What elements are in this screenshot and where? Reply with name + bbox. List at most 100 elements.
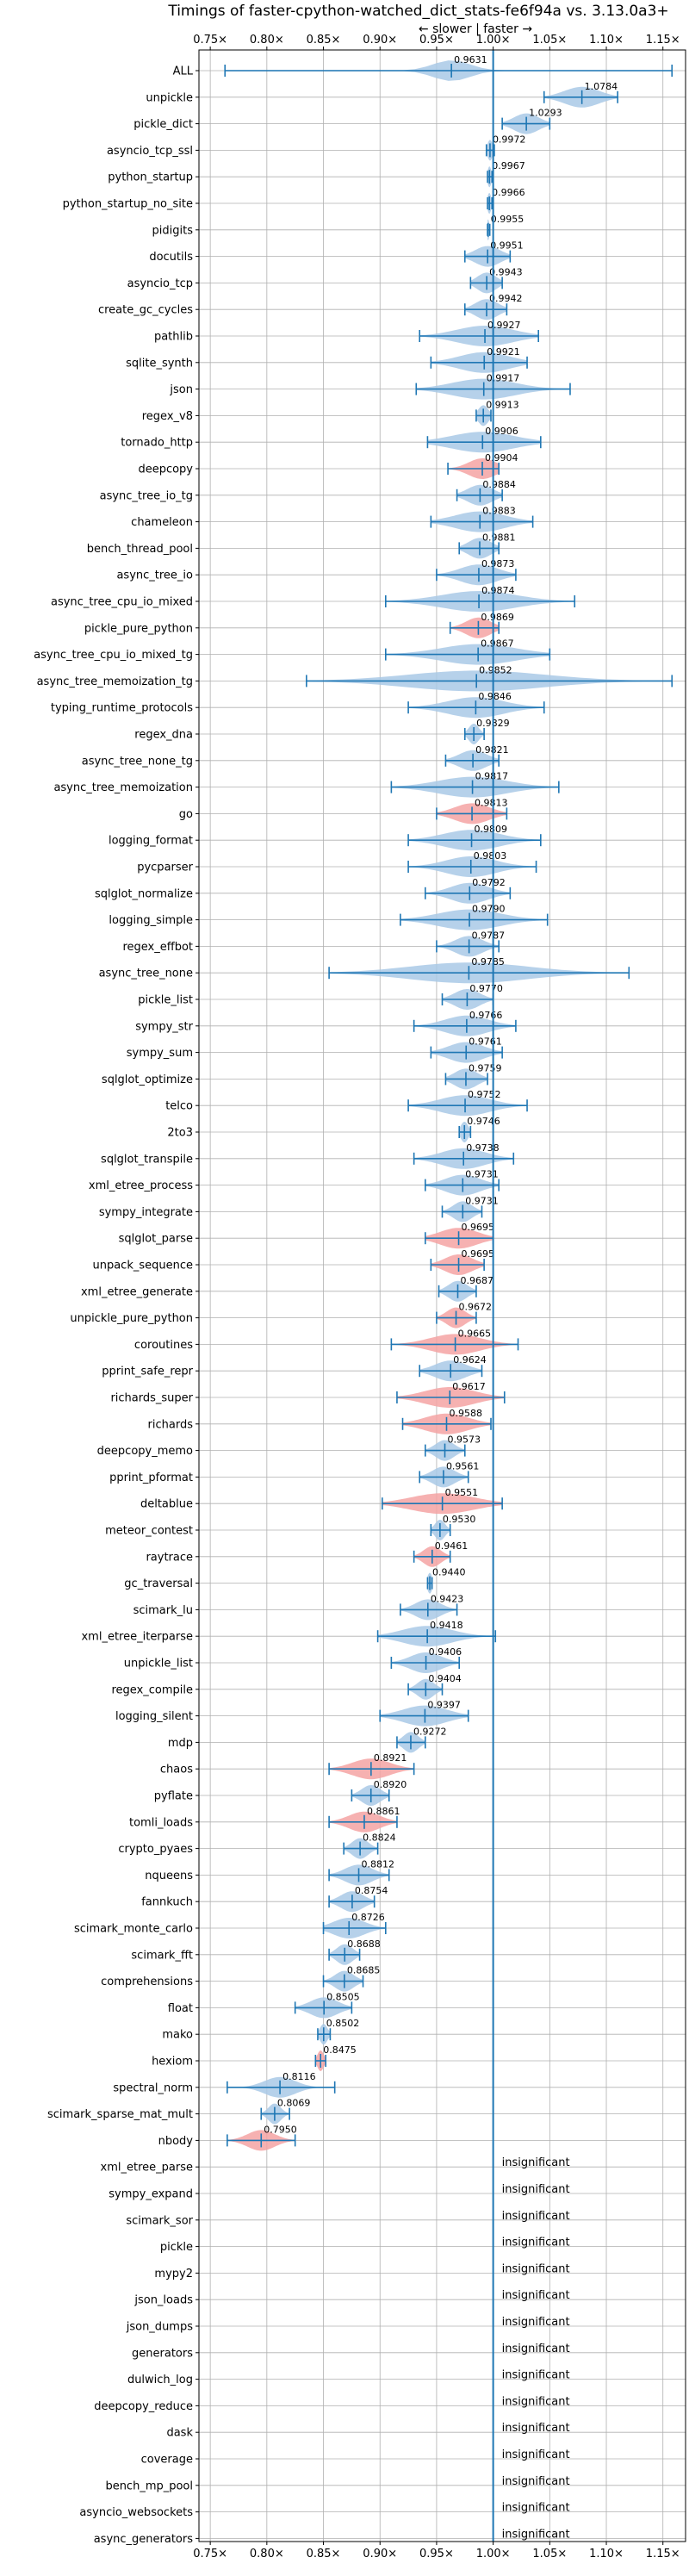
- benchmark-row: hexiom 0.8475: [152, 2044, 686, 2071]
- benchmark-row: mdp 0.9272: [168, 1726, 686, 1753]
- value-label: 0.9766: [469, 1010, 503, 1021]
- benchmark-row: asyncio_tcp_ssl 0.9972: [107, 134, 686, 161]
- value-label: 0.9631: [454, 54, 487, 65]
- benchmark-row: deepcopy_memo 0.9573: [97, 1434, 686, 1461]
- benchmark-row: async_tree_cpu_io_mixed_tg 0.9867: [34, 638, 686, 665]
- benchmark-name: asyncio_websockets: [79, 2506, 193, 2519]
- benchmark-name: pidigits: [152, 224, 194, 237]
- benchmark-row: scimark_sor insignificant: [126, 2210, 686, 2227]
- benchmark-row: sqlglot_normalize 0.9792: [95, 877, 686, 904]
- value-label: 0.9404: [428, 1673, 462, 1684]
- benchmark-name: xml_etree_parse: [101, 2162, 193, 2175]
- benchmark-name: coverage: [141, 2454, 193, 2467]
- benchmark-name: pathlib: [154, 331, 193, 344]
- benchmark-row: scimark_monte_carlo 0.8726: [74, 1912, 686, 1938]
- benchmark-row: logging_simple 0.9790: [109, 904, 686, 930]
- insignificant-label: insignificant: [502, 2316, 570, 2329]
- benchmark-row: async_generators insignificant: [94, 2528, 686, 2546]
- benchmark-name: sympy_sum: [127, 1047, 193, 1060]
- value-label: 0.9738: [466, 1142, 500, 1154]
- benchmark-row: chaos 0.8921: [160, 1752, 686, 1780]
- benchmark-row: go 0.9813: [179, 797, 686, 824]
- benchmark-name: unpack_sequence: [92, 1260, 193, 1272]
- benchmark-row: fannkuch 0.8754: [141, 1885, 686, 1913]
- benchmark-name: coroutines: [134, 1339, 193, 1352]
- benchmark-row: create_gc_cycles 0.9942: [98, 293, 686, 320]
- benchmark-row: coverage insignificant: [141, 2448, 686, 2467]
- benchmark-name: crypto_pyaes: [118, 1843, 193, 1856]
- insignificant-label: insignificant: [502, 2156, 570, 2169]
- value-label: 0.9967: [492, 160, 525, 171]
- benchmark-name: json_dumps: [126, 2321, 193, 2334]
- value-label: 0.9917: [487, 373, 520, 384]
- benchmark-name: python_startup: [108, 171, 193, 184]
- value-label: 0.9883: [482, 506, 516, 517]
- value-label: 0.9665: [458, 1328, 492, 1339]
- bottom-tick-label: 1.15×: [646, 2548, 680, 2560]
- insignificant-label: insignificant: [502, 2502, 570, 2515]
- value-label: 0.8502: [326, 2018, 360, 2029]
- benchmark-name: regex_effbot: [122, 941, 193, 954]
- value-label: 0.8116: [282, 2071, 316, 2082]
- benchmark-name: mypy2: [154, 2268, 193, 2280]
- benchmark-name: pickle_pure_python: [84, 622, 193, 635]
- value-label: 0.8861: [367, 1806, 400, 1817]
- benchmark-name: sympy_str: [135, 1020, 193, 1033]
- benchmark-name: sympy_expand: [109, 2188, 193, 2201]
- value-label: 0.9852: [479, 664, 512, 675]
- bottom-tick-label: 0.80×: [250, 2548, 284, 2560]
- benchmark-row: unpickle_list 0.9406: [124, 1646, 686, 1673]
- benchmark-name: deepcopy: [138, 464, 193, 476]
- benchmark-name: async_tree_io_tg: [100, 489, 193, 502]
- benchmark-name: fannkuch: [141, 1896, 193, 1909]
- benchmark-row: scimark_fft 0.8688: [131, 1938, 686, 1965]
- benchmark-name: scimark_sparse_mat_mult: [47, 2108, 193, 2121]
- benchmark-name: sqlglot_normalize: [95, 887, 193, 900]
- value-label: 0.9873: [481, 558, 515, 569]
- benchmark-row: pickle_dict 1.0293: [133, 108, 686, 134]
- benchmark-name: create_gc_cycles: [98, 304, 193, 317]
- benchmark-name: meteor_contest: [105, 1525, 193, 1538]
- benchmark-row: generators insignificant: [132, 2343, 686, 2360]
- benchmark-row: async_tree_io_tg 0.9884: [100, 479, 686, 506]
- benchmark-row: nbody 0.7950: [158, 2124, 686, 2151]
- benchmark-name: scimark_fft: [131, 1949, 193, 1962]
- top-tick-label: 1.10×: [589, 34, 624, 47]
- insignificant-label: insignificant: [502, 2262, 570, 2275]
- benchmark-row: pickle_pure_python 0.9869: [84, 612, 686, 638]
- bottom-tick-label: 0.75×: [193, 2548, 227, 2560]
- value-label: 0.9927: [487, 320, 521, 331]
- benchmark-name: sqlglot_transpile: [101, 1153, 193, 1166]
- benchmark-row: richards_super 0.9617: [110, 1381, 686, 1408]
- benchmark-row: xml_etree_process 0.9731: [89, 1169, 686, 1196]
- benchmark-name: xml_etree_iterparse: [81, 1631, 193, 1644]
- benchmark-name: asyncio_tcp_ssl: [107, 145, 193, 158]
- benchmark-name: hexiom: [152, 2056, 193, 2069]
- benchmark-row: ALL 0.9631: [173, 54, 686, 81]
- benchmark-name: pyflate: [154, 1790, 193, 1803]
- benchmark-row: bench_thread_pool 0.9881: [87, 532, 686, 559]
- benchmark-name: raytrace: [146, 1551, 193, 1564]
- value-label: 0.9761: [469, 1036, 502, 1048]
- direction-label: ← slower | faster →: [419, 22, 532, 36]
- insignificant-label: insignificant: [502, 2475, 570, 2488]
- benchmark-row: pathlib 0.9927: [154, 320, 686, 346]
- benchmark-row: asyncio_websockets insignificant: [79, 2502, 686, 2519]
- benchmark-row: sympy_str 0.9766: [135, 1010, 686, 1036]
- insignificant-label: insignificant: [502, 2343, 570, 2355]
- benchmark-row: sympy_integrate 0.9731: [99, 1195, 686, 1223]
- benchmark-row: crypto_pyaes 0.8824: [118, 1832, 686, 1859]
- insignificant-label: insignificant: [502, 2237, 570, 2249]
- benchmark-row: regex_v8 0.9913: [142, 399, 686, 426]
- benchmark-name: spectral_norm: [113, 2081, 193, 2094]
- value-label: 0.9787: [472, 930, 506, 941]
- benchmark-row: json_loads insignificant: [133, 2289, 686, 2307]
- bottom-tick-label: 1.05×: [532, 2548, 567, 2560]
- value-label: 0.9397: [427, 1700, 460, 1711]
- value-label: 0.9821: [475, 744, 509, 756]
- benchmark-row: richards 0.9588: [148, 1408, 686, 1434]
- benchmark-row: spectral_norm 0.8116: [113, 2071, 686, 2098]
- benchmark-name: async_tree_cpu_io_mixed: [51, 596, 193, 609]
- benchmark-row: pycparser 0.9803: [137, 850, 686, 877]
